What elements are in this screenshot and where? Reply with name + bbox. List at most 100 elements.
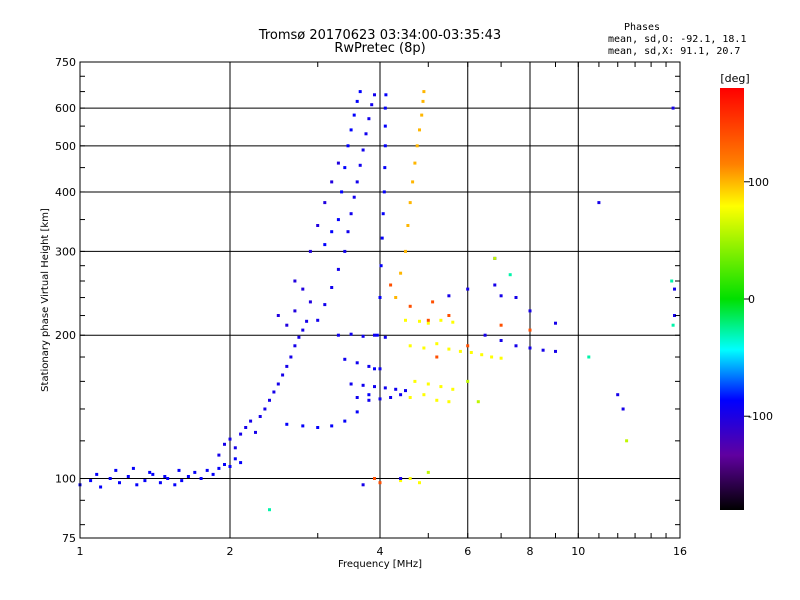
data-point bbox=[435, 342, 439, 346]
y-tick-label: 600 bbox=[55, 102, 76, 115]
data-point bbox=[469, 351, 473, 354]
y-tick-label: 400 bbox=[55, 186, 76, 199]
data-point bbox=[177, 468, 181, 472]
data-point bbox=[301, 424, 305, 428]
data-point bbox=[352, 113, 356, 117]
data-point bbox=[373, 477, 376, 480]
grid bbox=[80, 62, 680, 538]
data-point bbox=[621, 407, 625, 411]
data-point bbox=[289, 355, 293, 359]
x-tick-label: 10 bbox=[571, 545, 585, 558]
data-point bbox=[163, 475, 167, 478]
data-point bbox=[466, 287, 470, 291]
data-points bbox=[78, 90, 676, 512]
y-tick-label: 200 bbox=[55, 329, 76, 342]
data-point bbox=[411, 180, 415, 184]
data-point bbox=[399, 271, 403, 275]
phase-stats-x: mean, sd,X: 91.1, 20.7 bbox=[608, 46, 740, 57]
data-point bbox=[258, 415, 262, 418]
data-point bbox=[673, 314, 676, 317]
data-point bbox=[276, 314, 280, 317]
data-point bbox=[148, 470, 152, 474]
data-point bbox=[131, 466, 135, 470]
data-point bbox=[239, 432, 243, 436]
data-point bbox=[426, 321, 430, 325]
data-point bbox=[415, 144, 419, 148]
data-point bbox=[95, 472, 99, 476]
phase-stats-heading: Phases bbox=[624, 22, 660, 33]
data-point bbox=[355, 410, 359, 414]
data-point bbox=[383, 386, 387, 390]
data-point bbox=[293, 344, 297, 348]
data-point bbox=[217, 453, 221, 457]
data-point bbox=[373, 367, 376, 371]
data-point bbox=[480, 353, 484, 357]
data-point bbox=[421, 99, 425, 103]
chart-subtitle: RwPretec (8p) bbox=[334, 41, 425, 56]
data-point bbox=[399, 479, 403, 483]
data-point bbox=[349, 382, 353, 386]
data-point bbox=[285, 323, 289, 327]
data-point bbox=[361, 483, 365, 487]
data-point bbox=[383, 106, 387, 110]
data-point bbox=[158, 481, 162, 485]
chart-title: Tromsø 20170623 03:34:00-03:35:43 bbox=[258, 28, 501, 43]
data-point bbox=[408, 304, 412, 308]
data-point bbox=[451, 320, 455, 324]
data-point bbox=[389, 283, 393, 287]
data-point bbox=[373, 385, 376, 389]
data-point bbox=[381, 212, 385, 216]
data-point bbox=[358, 163, 362, 167]
y-tick-label: 500 bbox=[55, 140, 76, 153]
data-point bbox=[217, 466, 221, 470]
data-point bbox=[493, 256, 497, 260]
data-point bbox=[151, 472, 155, 476]
data-point bbox=[422, 393, 426, 397]
data-point bbox=[413, 161, 417, 165]
data-point bbox=[211, 472, 215, 476]
data-point bbox=[490, 355, 494, 359]
data-point bbox=[343, 357, 347, 361]
data-point bbox=[373, 93, 376, 97]
data-point bbox=[378, 481, 382, 485]
data-point bbox=[249, 419, 253, 423]
data-point bbox=[625, 439, 629, 443]
data-point bbox=[285, 422, 289, 426]
x-tick-label: 8 bbox=[527, 545, 534, 558]
data-point bbox=[340, 190, 344, 194]
data-point bbox=[435, 398, 439, 402]
data-point bbox=[336, 161, 340, 165]
data-point bbox=[355, 99, 359, 103]
data-point bbox=[349, 332, 353, 336]
data-point bbox=[336, 218, 340, 222]
data-point bbox=[399, 393, 403, 397]
data-point bbox=[378, 296, 382, 299]
data-point bbox=[316, 426, 320, 429]
data-point bbox=[301, 328, 305, 332]
y-tick-label: 75 bbox=[62, 532, 76, 545]
data-point bbox=[378, 367, 382, 371]
data-point bbox=[380, 236, 384, 240]
data-point bbox=[389, 396, 393, 399]
data-point bbox=[528, 309, 532, 313]
data-point bbox=[435, 355, 439, 359]
data-point bbox=[223, 463, 226, 466]
data-point bbox=[426, 470, 430, 474]
colorbar-tick-label: 0 bbox=[748, 293, 755, 306]
data-point bbox=[118, 481, 121, 485]
data-point bbox=[451, 387, 455, 391]
phase-stats-o: mean, sd,O: -92.1, 18.1 bbox=[608, 34, 746, 45]
data-point bbox=[418, 481, 421, 485]
data-point bbox=[373, 333, 376, 337]
data-point bbox=[323, 243, 327, 247]
data-point bbox=[135, 483, 139, 487]
data-point bbox=[293, 309, 297, 313]
data-point bbox=[361, 148, 365, 152]
data-point bbox=[408, 477, 412, 480]
colorbar-label: [deg] bbox=[720, 72, 749, 85]
x-axis-label: Frequency [MHz] bbox=[338, 559, 422, 570]
data-point bbox=[254, 430, 257, 434]
data-point bbox=[268, 398, 271, 402]
data-point bbox=[199, 477, 203, 480]
data-point bbox=[233, 457, 237, 461]
